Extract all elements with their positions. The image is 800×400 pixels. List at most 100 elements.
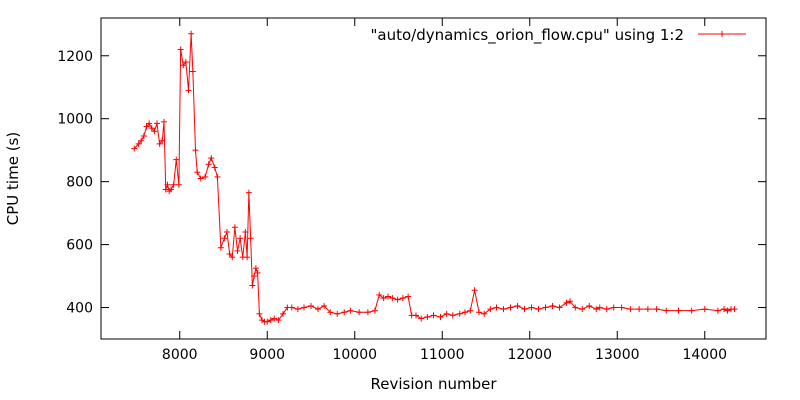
data-point [364, 309, 371, 316]
axes: 8000 9000 10000 11000 12000 13000 14000 400 600 8… [57, 17, 767, 363]
data-point [249, 282, 256, 289]
data-point [138, 137, 145, 144]
data-point [636, 306, 643, 313]
data-point [371, 307, 378, 314]
data-point [251, 273, 258, 280]
data-point [413, 312, 419, 319]
data-point [177, 46, 184, 53]
data-point [182, 59, 189, 66]
data-point [644, 306, 651, 313]
data-point [542, 304, 549, 311]
data-point [471, 287, 478, 294]
x-tick-label: 12000 [507, 347, 552, 363]
y-axis-title: CPU time (s) [4, 132, 22, 225]
data-point [701, 306, 708, 313]
data-point [714, 307, 721, 314]
data-point [161, 118, 167, 125]
data-point [180, 62, 187, 69]
data-point [500, 306, 507, 313]
data-point [164, 181, 171, 188]
legend-label: "auto/dynamics_orion_flow.cpu" using 1:2 [371, 26, 685, 45]
data-point [663, 307, 670, 314]
data-point [259, 317, 265, 324]
data-point [437, 313, 444, 320]
data-point [168, 186, 174, 193]
data-point [140, 133, 147, 140]
data-point [721, 306, 727, 313]
data-point [572, 304, 579, 311]
data-point [247, 235, 254, 242]
data-point [245, 189, 252, 196]
data-point [294, 306, 301, 313]
data-point [162, 186, 169, 193]
data-point [148, 125, 155, 132]
data-point [443, 310, 450, 317]
data-point [603, 306, 610, 313]
data-point [156, 140, 163, 147]
y-tick-label: 1200 [57, 49, 93, 65]
data-point [567, 298, 573, 305]
data-point [462, 309, 468, 316]
data-point [521, 306, 528, 313]
data-point [596, 304, 603, 311]
data-point [315, 306, 321, 313]
x-tick-label: 14000 [682, 347, 727, 363]
data-point [231, 224, 238, 231]
data-point [618, 304, 625, 311]
data-point [418, 315, 425, 322]
data-point [549, 302, 556, 309]
data-point [252, 265, 259, 272]
data-point [288, 304, 295, 311]
data-point [389, 295, 396, 302]
x-axis-title: Revision number [371, 375, 498, 393]
data-point [610, 304, 617, 311]
data-point [173, 156, 180, 163]
data-point [211, 164, 218, 171]
x-tick-label: 8000 [162, 347, 198, 363]
data-point [197, 175, 204, 182]
data-point [242, 229, 249, 235]
data-point [449, 312, 456, 319]
data-point [159, 137, 166, 144]
data-point [151, 128, 158, 135]
data-point [214, 173, 221, 180]
data-point [724, 307, 731, 314]
data-point [376, 291, 383, 298]
plot-area [131, 30, 738, 325]
data-point [327, 309, 334, 316]
data-point [234, 247, 241, 254]
data-point [688, 307, 695, 314]
data-point [256, 310, 263, 317]
data-point [405, 293, 412, 300]
data-point [208, 155, 215, 162]
x-tick-label: 9000 [249, 347, 285, 363]
data-point [244, 254, 251, 261]
x-tick-label: 13000 [595, 347, 640, 363]
data-point [347, 307, 354, 314]
data-point [229, 254, 236, 261]
data-point [280, 310, 286, 317]
data-point [528, 304, 535, 311]
data-point [267, 317, 274, 324]
data-point [334, 310, 341, 317]
data-point [731, 306, 738, 313]
data-point [467, 307, 474, 314]
data-point [456, 310, 463, 317]
data-point [301, 304, 307, 311]
data-point [579, 306, 586, 313]
data-point [341, 309, 348, 316]
data-point [424, 313, 431, 320]
legend: "auto/dynamics_orion_flow.cpu" using 1:2 [371, 26, 746, 45]
data-point [476, 309, 482, 316]
data-point [224, 229, 230, 235]
data-point [380, 295, 387, 302]
data-point [154, 120, 160, 127]
data-point [188, 30, 195, 37]
data-point [131, 145, 138, 152]
data-point [194, 169, 201, 176]
data-point [514, 302, 521, 309]
data-point [321, 302, 328, 309]
data-point [205, 161, 212, 168]
series-line [133, 33, 735, 323]
data-point [399, 295, 406, 302]
